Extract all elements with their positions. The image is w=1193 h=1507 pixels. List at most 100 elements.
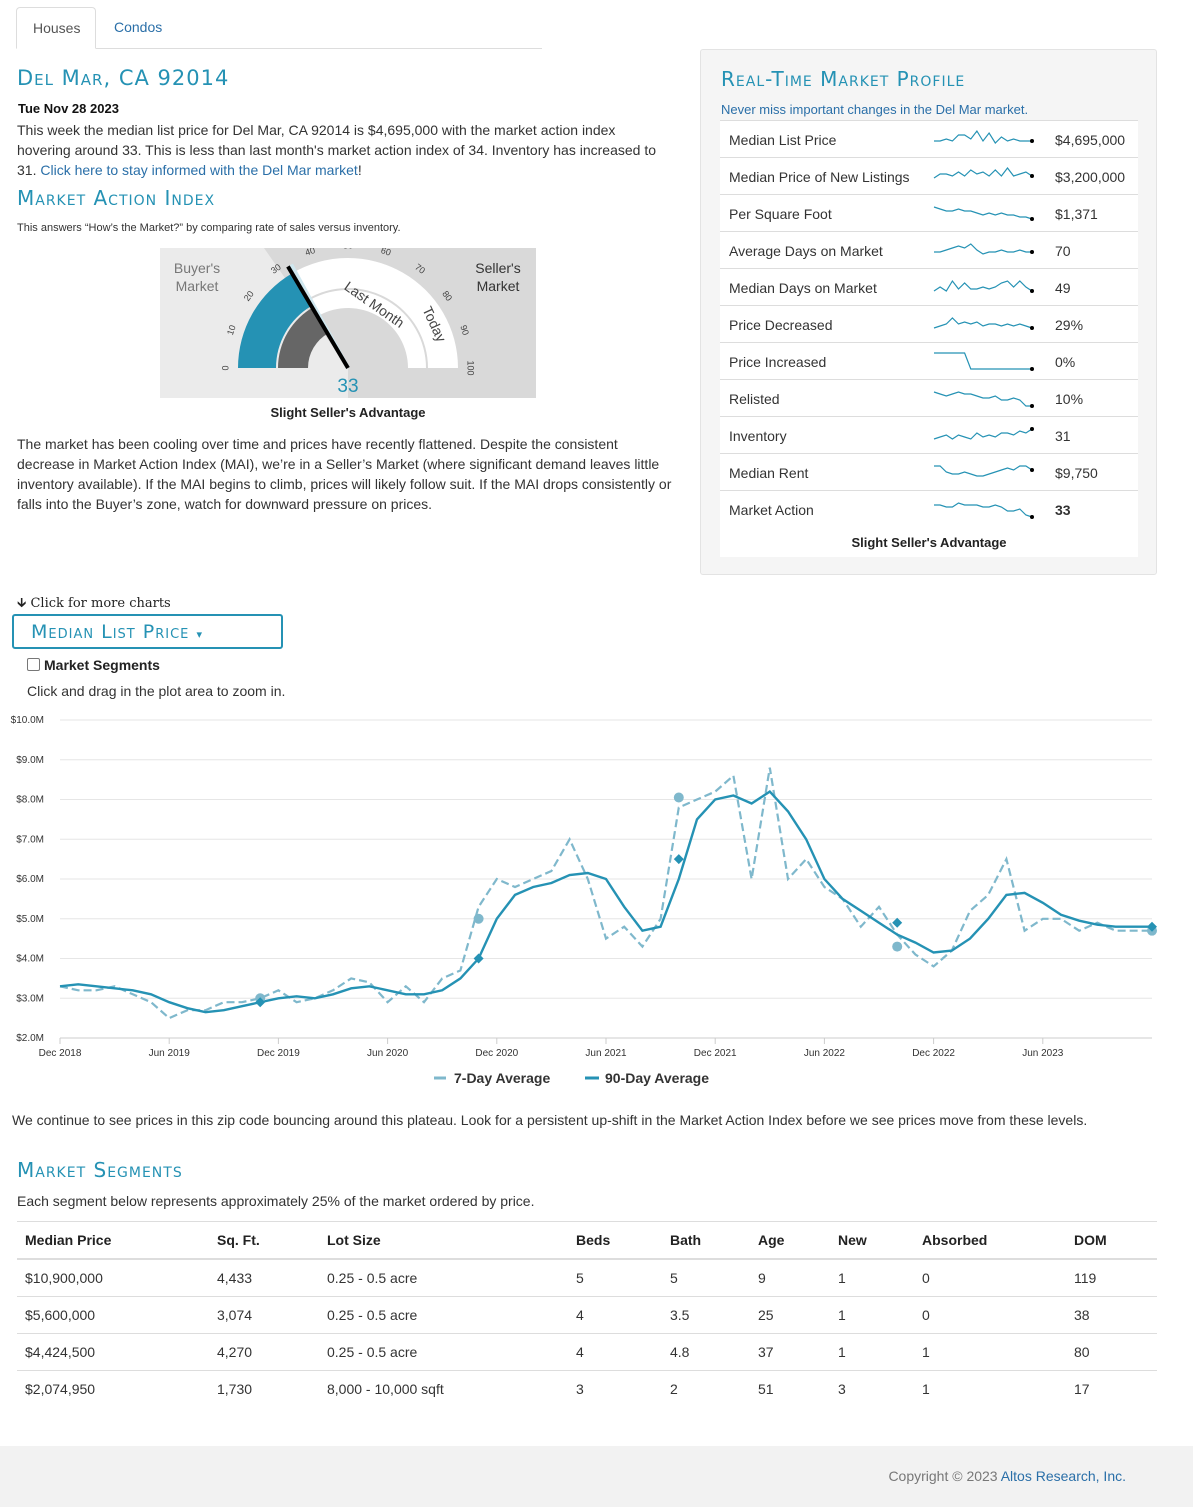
sparkline [933, 279, 1034, 293]
sparkline [933, 167, 1034, 179]
mai-explainer: This answers “How’s the Market?” by comp… [17, 222, 401, 234]
chart-plot[interactable]: $10.0M $9.0M $8.0M $7.0M $6.0M $5.0M $4.0M $3.0… [0, 705, 1193, 1100]
segments-cell: 1 [830, 1332, 914, 1370]
zoom-hint: Click and drag in the plot area to zoom … [27, 683, 286, 699]
profile-row-label: Relisted [729, 391, 780, 407]
segments-cell: $10,900,000 [17, 1258, 209, 1296]
segments-cell: 3.5 [662, 1295, 750, 1333]
segments-cell: 17 [1066, 1369, 1157, 1407]
segments-cell: 0.25 - 0.5 acre [319, 1295, 568, 1333]
sparkline-line [933, 317, 1033, 329]
profile-row-value: 49 [1055, 280, 1071, 296]
y-tick-label: $3.0M [16, 993, 44, 1004]
chart-metric-label: Median List Price ▾ [31, 621, 203, 643]
sparkline-line [933, 167, 1033, 179]
location-title: Del Mar, CA 92014 [17, 66, 230, 90]
profile-row: Market Action 33 [720, 490, 1138, 527]
profile-row-value: 33 [1055, 502, 1071, 518]
profile-row-value: $3,200,000 [1055, 169, 1126, 185]
tab-condos[interactable]: Condos [114, 19, 163, 35]
table-row: $5,600,000 3,074 0.25 - 0.5 acre 4 3.5 25 1 0 38 [17, 1295, 1157, 1333]
sparkline-line [933, 428, 1033, 440]
gauge-caption: Slight Seller's Advantage [270, 405, 426, 420]
market-segments-checkbox[interactable]: Market Segments [27, 657, 160, 673]
profile-row-value: 29% [1055, 317, 1084, 333]
data-point-7-day[interactable] [473, 913, 484, 924]
sparkline-end-dot [1030, 427, 1034, 431]
sparkline-end-dot [1030, 515, 1034, 519]
checkbox-icon[interactable] [27, 658, 40, 671]
sparkline [934, 352, 1034, 371]
sparkline-end-dot [1030, 468, 1034, 472]
segments-cell: 3 [830, 1369, 914, 1407]
more-charts-link[interactable]: 🡳 Click for more charts [17, 596, 171, 611]
x-tick-label: Jun 2022 [804, 1048, 846, 1059]
more-charts-label: Click for more charts [30, 596, 171, 611]
segments-cell: 2 [662, 1369, 750, 1407]
profile-row: Median Rent $9,750 [720, 453, 1138, 490]
median-list-price-chart[interactable]: $10.0M $9.0M $8.0M $7.0M $6.0M $5.0M $4.0M $3.0… [0, 705, 1193, 1100]
sparkline [933, 391, 1034, 408]
chart-metric-text: Median List Price [31, 621, 190, 643]
table-row: $4,424,500 4,270 0.25 - 0.5 acre 4 4.8 37 1 1 80 [17, 1332, 1157, 1370]
profile-row: Relisted 10% [720, 379, 1138, 416]
profile-row-value: $4,695,000 [1055, 132, 1126, 148]
x-tick-label: Jun 2021 [585, 1048, 627, 1059]
gauge-buyers-label-2: Market [176, 278, 219, 294]
market-description: The market has been cooling over time an… [17, 436, 672, 512]
sparkline-line [934, 465, 1033, 477]
profile-row-label: Price Increased [729, 354, 827, 370]
caret-down-icon: ▾ [196, 628, 203, 641]
segments-cell: 25 [750, 1295, 830, 1333]
profile-table: Median List Price $4,695,000 Median Price … [720, 120, 1138, 557]
sparkline-end-dot [1030, 289, 1034, 293]
profile-row-label: Price Decreased [729, 317, 833, 333]
intro-paragraph: This week the median list price for Del … [17, 120, 667, 180]
intro-text: This week the median list price for Del … [17, 122, 656, 178]
data-point-90-day[interactable] [892, 917, 903, 928]
data-point-90-day[interactable] [473, 953, 484, 964]
segments-cell: 0 [914, 1258, 1066, 1296]
data-point-90-day[interactable] [1147, 921, 1157, 932]
chart-metric-dropdown[interactable]: Median List Price ▾ [12, 614, 283, 649]
legend-item-7-day[interactable]: 7-Day Average [454, 1070, 550, 1086]
report-date: Tue Nov 28 2023 [18, 101, 119, 116]
gauge-sellers-label-2: Market [477, 278, 520, 294]
x-tick-label: Dec 2022 [912, 1048, 955, 1059]
gauge-sellers-label-1: Seller's [475, 260, 520, 276]
sparkline [933, 206, 1034, 221]
altos-link[interactable]: Altos Research, Inc. [1000, 1468, 1126, 1484]
sparkline [934, 465, 1034, 477]
legend-item-90-day[interactable]: 90-Day Average [605, 1070, 709, 1086]
profile-row: Price Increased 0% [720, 342, 1138, 379]
segments-cell: 51 [750, 1369, 830, 1407]
data-point-7-day[interactable] [892, 941, 903, 952]
x-tick-label: Dec 2020 [475, 1048, 518, 1059]
x-tick-label: Dec 2018 [39, 1048, 82, 1059]
data-point-90-day[interactable] [673, 854, 684, 865]
copyright: Copyright © 2023 Altos Research, Inc. [888, 1468, 1126, 1484]
y-tick-label: $8.0M [16, 795, 44, 806]
gauge-tick-label: 60 [380, 248, 393, 258]
gauge-graphic: 0102030405060708090100 Last Month Today … [160, 240, 536, 398]
segments-cell: 1 [830, 1258, 914, 1296]
gauge-last-month-band [310, 290, 426, 368]
tab-houses[interactable]: Houses [16, 7, 96, 49]
market-segments-label: Market Segments [44, 657, 160, 673]
property-type-tabs: Houses Condos [16, 7, 542, 49]
segments-cell: 4,433 [209, 1258, 319, 1296]
segments-header: New [830, 1221, 914, 1260]
gauge-last-month-fill [278, 306, 329, 368]
profile-row: Average Days on Market 70 [720, 231, 1138, 268]
segments-cell: 1 [914, 1332, 1066, 1370]
data-point-7-day[interactable] [673, 792, 684, 803]
segments-cell: 5 [662, 1258, 750, 1296]
segments-cell: 38 [1066, 1295, 1157, 1333]
sparkline-end-dot [1030, 404, 1034, 408]
segments-title: Market Segments [17, 1158, 183, 1182]
segments-header: Lot Size [319, 1221, 568, 1260]
y-tick-label: $7.0M [16, 834, 44, 845]
gauge-tick-label: 30 [269, 262, 283, 276]
stay-informed-link[interactable]: Click here to stay informed with the Del… [40, 162, 358, 178]
data-point-90-day[interactable] [255, 997, 266, 1008]
